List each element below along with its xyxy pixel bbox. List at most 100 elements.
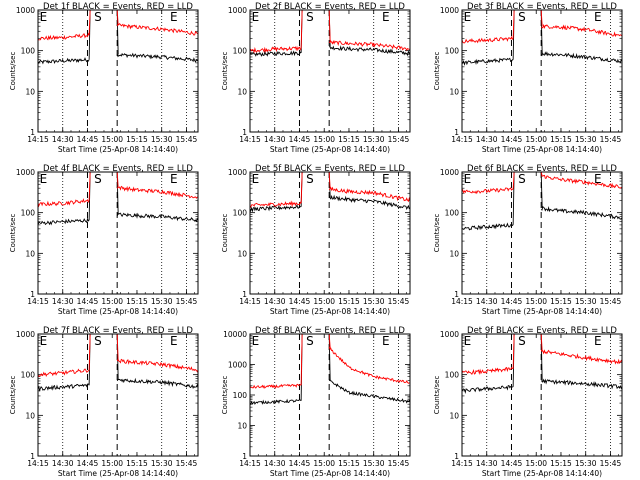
series-events-spike: [540, 171, 543, 209]
marker-e: E: [594, 10, 602, 24]
marker-s: S: [518, 172, 526, 186]
x-tick-label: 14:45: [501, 459, 523, 468]
x-tick-label: 14:30: [52, 297, 74, 306]
series-events-line: [328, 194, 411, 211]
series-lld-spike: [328, 171, 331, 190]
x-tick-label: 14:30: [264, 459, 286, 468]
marker-e: E: [464, 10, 472, 24]
chart-title: Det 6f BLACK = Events, RED = LLD: [467, 164, 617, 174]
marker-s: S: [518, 334, 526, 348]
x-axis-label: Start Time (25-Apr-08 14:14:40): [58, 307, 178, 316]
y-tick-label: 1000: [228, 168, 247, 177]
y-tick-label: 1: [30, 452, 35, 461]
x-tick-label: 15:30: [151, 459, 173, 468]
x-tick-label: 14:15: [239, 135, 261, 144]
x-tick-label: 15:45: [600, 459, 622, 468]
x-tick-label: 15:00: [101, 297, 123, 306]
x-tick-label: 15:30: [363, 135, 385, 144]
series-lld-line: [541, 174, 623, 189]
plot-frame: [461, 171, 623, 295]
y-axis-label: Counts/sec: [433, 52, 441, 91]
series-events-line: [461, 385, 514, 394]
y-tick-label: 10000: [223, 330, 247, 339]
y-axis-label: Counts/sec: [9, 214, 17, 253]
y-tick-label: 1000: [16, 330, 35, 339]
series-events-line: [540, 51, 623, 64]
series-lld-line: [37, 368, 90, 378]
x-axis-label: Start Time (25-Apr-08 14:14:40): [270, 307, 390, 316]
chart-panel-5: Det 5f BLACK = Events, RED = LLD Counts/s…: [221, 164, 411, 316]
y-tick-label: 100: [233, 47, 248, 56]
x-axis-label: Start Time (25-Apr-08 14:14:40): [270, 469, 390, 478]
x-tick-label: 14:45: [77, 459, 99, 468]
marker-s: S: [306, 10, 314, 24]
chart-title: Det 3f BLACK = Events, RED = LLD: [467, 2, 617, 12]
chart-title: Det 5f BLACK = Events, RED = LLD: [255, 164, 405, 174]
series-events-line: [461, 222, 514, 231]
series-lld-spike: [328, 9, 331, 43]
x-tick-label: 15:15: [338, 459, 360, 468]
x-tick-label: 15:00: [101, 135, 123, 144]
marker-s: S: [518, 10, 526, 24]
x-tick-label: 15:45: [388, 135, 410, 144]
marker-e: E: [464, 172, 472, 186]
chart-title: Det 9f BLACK = Events, RED = LLD: [467, 326, 617, 336]
marker-s: S: [306, 334, 314, 348]
plot-frame: [249, 9, 411, 133]
y-tick-label: 1: [30, 290, 35, 299]
y-tick-label: 1000: [440, 6, 459, 15]
y-tick-label: 1: [242, 128, 247, 137]
x-axis-label: Start Time (25-Apr-08 14:14:40): [58, 145, 178, 154]
x-axis-label: Start Time (25-Apr-08 14:14:40): [58, 469, 178, 478]
plot-frame: [461, 333, 623, 457]
marker-e: E: [170, 172, 178, 186]
marker-e: E: [252, 334, 260, 348]
x-tick-label: 14:15: [239, 297, 261, 306]
series-lld-line: [249, 200, 302, 209]
series-lld-line: [540, 23, 623, 38]
x-tick-label: 15:15: [338, 135, 360, 144]
x-axis-label: Start Time (25-Apr-08 14:14:40): [270, 145, 390, 154]
marker-s: S: [306, 172, 314, 186]
series-events-line: [540, 378, 623, 390]
y-tick-label: 100: [445, 371, 460, 380]
marker-s: S: [94, 10, 102, 24]
series-events-line: [116, 52, 199, 63]
series-lld-line: [328, 346, 410, 384]
series-lld-spike: [540, 333, 543, 352]
y-axis-label: Counts/sec: [433, 214, 441, 253]
y-axis-label: Counts/sec: [221, 52, 229, 91]
x-tick-label: 15:45: [600, 135, 622, 144]
series-lld-line: [461, 35, 514, 44]
y-tick-label: 1000: [16, 6, 35, 15]
series-lld-spike: [328, 333, 331, 348]
chart-panel-2: Det 2f BLACK = Events, RED = LLD Counts/s…: [221, 2, 411, 154]
plot-frame: [249, 333, 411, 457]
x-tick-label: 15:30: [151, 297, 173, 306]
x-tick-label: 15:30: [575, 297, 597, 306]
series-events-line: [37, 57, 90, 65]
marker-e: E: [594, 172, 602, 186]
series-events-line: [116, 212, 199, 223]
chart-title: Det 1f BLACK = Events, RED = LLD: [43, 2, 193, 12]
x-tick-label: 15:00: [525, 135, 547, 144]
x-tick-label: 15:15: [550, 297, 572, 306]
y-tick-label: 100: [21, 47, 36, 56]
chart-panel-3: Det 3f BLACK = Events, RED = LLD Counts/s…: [433, 2, 623, 154]
x-axis-label: Start Time (25-Apr-08 14:14:40): [482, 307, 602, 316]
x-tick-label: 15:15: [126, 135, 148, 144]
y-tick-label: 10: [25, 249, 35, 258]
series-lld-rise: [88, 333, 91, 371]
y-tick-label: 10: [449, 249, 459, 258]
y-tick-label: 1000: [228, 6, 247, 15]
y-tick-label: 1000: [440, 330, 459, 339]
x-tick-label: 14:30: [476, 297, 498, 306]
x-tick-label: 14:30: [52, 459, 74, 468]
series-events-line: [249, 50, 302, 57]
series-lld-rise: [512, 171, 515, 190]
x-tick-label: 14:30: [52, 135, 74, 144]
x-tick-label: 14:15: [451, 297, 473, 306]
chart-panel-9: Det 9f BLACK = Events, RED = LLD Counts/s…: [433, 326, 623, 478]
chart-panel-6: Det 6f BLACK = Events, RED = LLD Counts/s…: [433, 164, 623, 316]
